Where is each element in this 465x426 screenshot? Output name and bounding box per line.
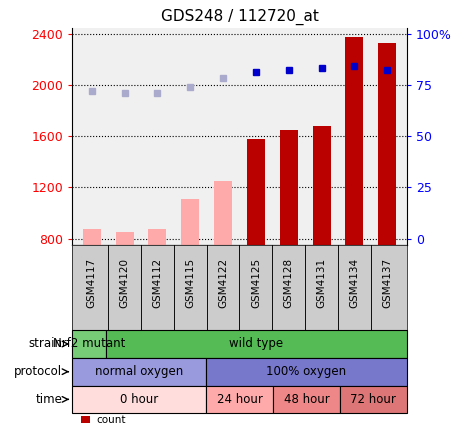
Title: GDS248 / 112720_at: GDS248 / 112720_at <box>160 9 319 25</box>
Bar <box>72 358 206 386</box>
Text: wild type: wild type <box>229 337 283 351</box>
Text: 48 hour: 48 hour <box>284 393 329 406</box>
Text: Nrf2 mutant: Nrf2 mutant <box>53 337 125 351</box>
Bar <box>279 130 298 245</box>
Text: GSM4112: GSM4112 <box>153 258 162 308</box>
Bar <box>72 386 206 413</box>
Text: 24 hour: 24 hour <box>217 393 262 406</box>
Bar <box>312 126 331 245</box>
Text: GSM4131: GSM4131 <box>317 258 326 308</box>
Text: GSM4134: GSM4134 <box>349 258 359 308</box>
Text: normal oxygen: normal oxygen <box>95 365 183 378</box>
Bar <box>116 232 133 245</box>
Bar <box>340 386 407 413</box>
Text: GSM4122: GSM4122 <box>218 258 228 308</box>
Bar <box>83 229 101 245</box>
Text: GSM4128: GSM4128 <box>284 258 294 308</box>
Text: GSM4115: GSM4115 <box>185 258 195 308</box>
Bar <box>181 199 199 245</box>
Text: protocol: protocol <box>14 365 62 378</box>
Bar <box>214 181 232 245</box>
Text: GSM4125: GSM4125 <box>251 258 261 308</box>
Text: 0 hour: 0 hour <box>120 393 158 406</box>
Bar <box>273 386 340 413</box>
Bar <box>247 139 265 245</box>
Text: GSM4137: GSM4137 <box>382 258 392 308</box>
Text: GSM4120: GSM4120 <box>120 258 130 308</box>
Bar <box>378 43 396 245</box>
Text: time: time <box>35 393 62 406</box>
Bar <box>345 37 363 245</box>
Text: GSM4117: GSM4117 <box>87 258 97 308</box>
Text: strain: strain <box>28 337 62 351</box>
Bar <box>148 229 166 245</box>
Bar <box>206 358 407 386</box>
Text: 72 hour: 72 hour <box>351 393 396 406</box>
Text: count: count <box>97 414 126 425</box>
Bar <box>72 330 106 358</box>
Bar <box>206 386 273 413</box>
Text: 100% oxygen: 100% oxygen <box>266 365 346 378</box>
